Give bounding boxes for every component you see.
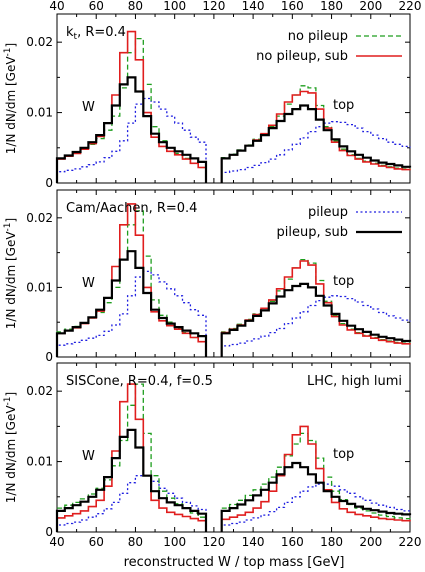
legend-label: pileup, sub [277, 225, 349, 240]
panel-3: 40 60 80 100 120 140 160 180 200 220 0 0.01 0.02 1/N … [3, 362, 422, 549]
y-axis-label-bracket: ] [4, 218, 18, 223]
y-tick-label: 0.02 [26, 211, 53, 225]
panels: 40 60 80 100 120 140 160 180 200 220 0 0.01 0.02 1/N … [3, 0, 421, 549]
y-axis-label-bracket: ] [4, 392, 18, 397]
histogram-no-pileup-sub-w [56, 383, 207, 532]
histogram-pileup-w [56, 97, 207, 183]
histogram-pileup-top [221, 483, 411, 532]
y-tick-label: 0.02 [26, 35, 53, 49]
y-tick-label: 0.01 [26, 280, 53, 294]
histogram-pileup-w [56, 270, 207, 357]
panel-label-main: SISCone, R=0.4, f=0.5 [66, 374, 213, 389]
x-axis-label: reconstructed W / top mass [GeV] [124, 555, 345, 570]
histogram-no-pileup-sub-top [220, 425, 411, 532]
y-axis-label: 1/N dN/dm [GeV-1] [3, 392, 18, 503]
x-tick-label-top: 120 [202, 0, 225, 13]
x-tick-label-top: 200 [359, 0, 382, 13]
x-tick-label-top: 220 [399, 0, 422, 13]
x-tick-label-bottom: 160 [281, 535, 304, 549]
panel-label: SISCone, R=0.4, f=0.5 [66, 374, 213, 389]
x-tick-label-bottom: 80 [128, 535, 143, 549]
x-tick-label-bottom: 60 [89, 535, 104, 549]
histogram-no-pileup-w [56, 210, 207, 357]
x-tick-label-top: 40 [49, 0, 64, 13]
panel-1: 40 60 80 100 120 140 160 180 200 220 0 0.01 0.02 1/N … [3, 0, 421, 190]
panel-label: Cam/Aachen, R=0.4 [66, 201, 197, 216]
y-axis-label-main: 1/N dN/dm [GeV [4, 231, 18, 330]
histogram-no-pileup-sub-top [220, 260, 411, 357]
legend-label: no pileup [288, 29, 348, 44]
panel-2: 0 0.01 0.02 1/N dN/dm [GeV-1] Cam/Aachen, R=… [3, 189, 412, 364]
histogram-no-pileup-w [56, 37, 207, 183]
x-tick-label-bottom: 40 [49, 535, 64, 549]
y-axis-label-main: 1/N dN/dm [GeV [4, 405, 18, 504]
x-tick-label-bottom: 100 [163, 535, 186, 549]
y-axis-label: 1/N dN/dm [GeV-1] [3, 43, 18, 154]
x-tick-label-bottom: 120 [202, 535, 225, 549]
panel-label-main: k [66, 25, 74, 40]
histogram-pileup-sub-w [55, 76, 208, 183]
y-axis-label-bracket: ] [4, 43, 18, 48]
peak-label-top: top [333, 447, 354, 462]
histogram-no-pileup-sub-w [56, 30, 207, 183]
histogram-pileup-sub-top [220, 104, 412, 183]
legend-label: pileup [308, 205, 348, 220]
x-tick-label-top: 180 [320, 0, 343, 13]
histogram-pileup-top [221, 295, 411, 357]
y-axis-label-main: 1/N dN/dm [GeV [4, 56, 18, 155]
y-tick-label: 0.02 [26, 384, 53, 398]
histogram-pileup-sub-top [220, 461, 412, 532]
x-tick-label-top: 60 [89, 0, 104, 13]
x-tick-label-bottom: 200 [359, 535, 382, 549]
x-tick-label-top: 100 [163, 0, 186, 13]
y-axis-label-exponent: -1 [3, 396, 13, 405]
x-tick-label-bottom: 220 [399, 535, 422, 549]
histogram-pileup-sub-w [55, 250, 208, 357]
legend-label: no pileup, sub [256, 49, 348, 64]
panel-label-subscript: t [74, 32, 78, 42]
peak-label-w: W [82, 100, 95, 115]
corner-label: LHC, high lumi [307, 374, 402, 389]
x-tick-label-bottom: 180 [320, 535, 343, 549]
histogram-no-pileup-w [56, 383, 207, 532]
y-tick-label: 0.01 [26, 106, 53, 120]
panel-label: kt, R=0.4 [66, 25, 126, 42]
y-tick-label: 0 [45, 525, 53, 539]
panel-label-main: Cam/Aachen, R=0.4 [66, 201, 197, 216]
histogram-pileup-w [56, 475, 207, 532]
x-tick-label-top: 80 [128, 0, 143, 13]
x-tick-label-top: 140 [242, 0, 265, 13]
y-tick-label: 0 [45, 176, 53, 190]
panel-label-rest: , R=0.4 [77, 25, 126, 40]
peak-label-top: top [333, 98, 354, 113]
peak-label-w: W [82, 449, 95, 464]
histogram-no-pileup-sub-w [56, 203, 207, 357]
y-axis-label: 1/N dN/dm [GeV-1] [3, 218, 18, 329]
y-tick-label: 0.01 [26, 455, 53, 469]
histogram-pileup-sub-w [55, 428, 208, 532]
histogram-pileup-top [221, 121, 411, 183]
peak-label-top: top [333, 274, 354, 289]
histogram-pileup-sub-top [220, 282, 412, 357]
x-tick-label-top: 160 [281, 0, 304, 13]
x-tick-label-bottom: 140 [242, 535, 265, 549]
y-axis-label-exponent: -1 [3, 47, 13, 56]
peak-label-w: W [82, 276, 95, 291]
histogram-no-pileup-sub-top [220, 90, 411, 183]
y-axis-label-exponent: -1 [3, 222, 13, 231]
y-tick-label: 0 [45, 350, 53, 364]
